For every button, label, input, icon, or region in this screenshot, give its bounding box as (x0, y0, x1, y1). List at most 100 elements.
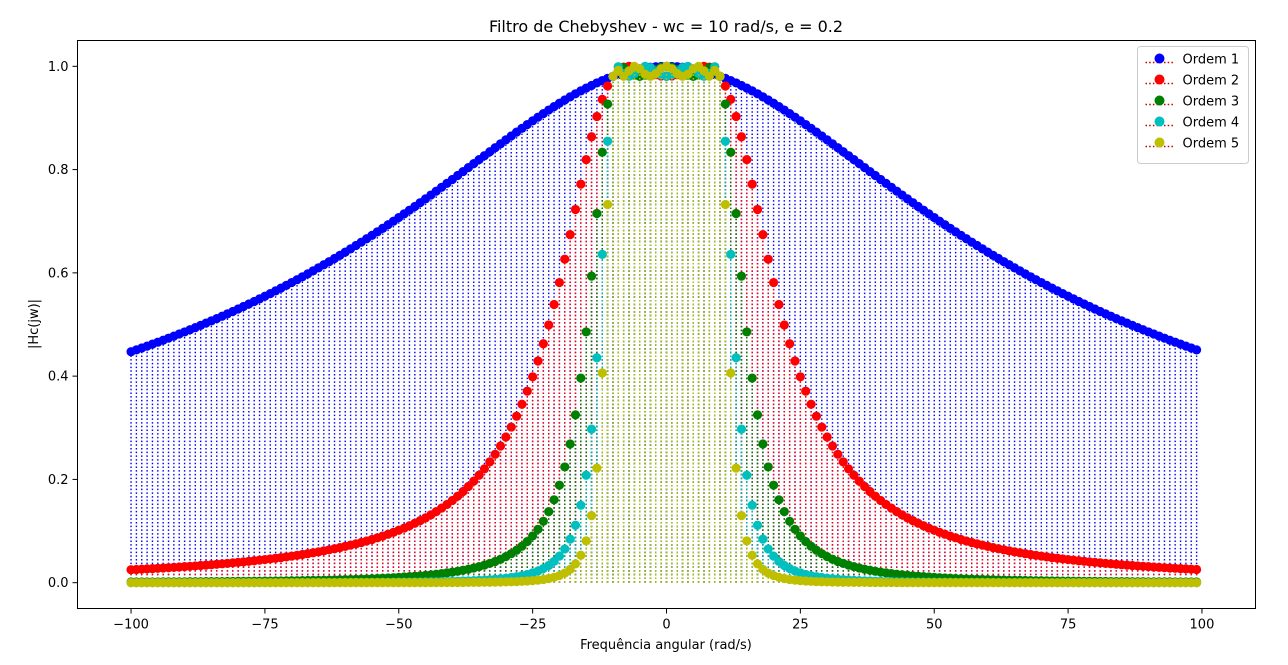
x-tick-label: −75 (251, 618, 278, 633)
data-point (469, 476, 479, 486)
data-point (822, 432, 832, 442)
data-point (528, 372, 538, 382)
data-point (1192, 345, 1202, 355)
data-point (763, 544, 773, 554)
legend-label: Ordem 5 (1183, 137, 1240, 152)
data-point (704, 71, 714, 81)
data-point (752, 520, 763, 530)
data-point (581, 155, 591, 165)
series-ordem-4 (126, 61, 1202, 588)
data-point (747, 179, 757, 189)
data-point (849, 470, 859, 480)
data-point (479, 464, 490, 474)
data-point (506, 422, 516, 432)
data-point (720, 81, 731, 91)
data-point (586, 424, 597, 434)
data-point (597, 147, 607, 157)
data-point (554, 277, 565, 288)
data-point (736, 132, 747, 142)
data-point (795, 372, 805, 382)
legend-label: Ordem 4 (1183, 116, 1240, 131)
legend-item: Ordem 5 (1145, 137, 1240, 152)
data-point (533, 524, 543, 534)
data-point (501, 432, 511, 442)
x-axis: −100 −75 −50 −25 0 25 50 75 100 (113, 608, 1214, 633)
data-point (603, 99, 613, 109)
data-point (779, 507, 789, 517)
data-point (758, 439, 768, 449)
data-point (774, 495, 784, 505)
legend-marker (1154, 74, 1165, 85)
x-tick-label: −100 (113, 618, 149, 633)
data-point (752, 204, 763, 215)
y-axis-title: |Hc(jw)| (27, 299, 42, 349)
data-point (570, 204, 581, 215)
chart-title: Filtro de Chebyshev - wc = 10 rad/s, e =… (489, 17, 843, 36)
data-point (731, 353, 741, 363)
data-point (613, 65, 623, 75)
data-point (790, 356, 800, 366)
data-point (597, 249, 607, 259)
legend-marker (1154, 95, 1165, 106)
series-ordem-2 (126, 61, 1202, 583)
data-point (528, 531, 538, 541)
data-point (785, 516, 795, 526)
data-point (592, 463, 602, 473)
data-point (806, 399, 816, 409)
legend-item: Ordem 3 (1145, 95, 1240, 110)
data-point (603, 81, 613, 91)
legend-item: Ordem 2 (1145, 74, 1239, 89)
legend: Ordem 1 Ordem 2 Ordem 3 Ordem 4 Ordem 5 (1137, 46, 1249, 164)
data-point (538, 516, 548, 526)
data-point (720, 136, 731, 146)
data-point (742, 327, 752, 337)
data-point (576, 373, 586, 383)
data-point (538, 339, 548, 349)
data-point (790, 524, 800, 534)
legend-label: Ordem 3 (1183, 95, 1240, 110)
data-point (731, 463, 741, 473)
data-point (843, 464, 854, 474)
data-point (817, 422, 827, 432)
data-point (581, 470, 591, 480)
data-point (720, 199, 731, 210)
data-point (592, 208, 602, 219)
data-point (603, 199, 613, 210)
data-point (603, 136, 613, 146)
x-axis-title: Frequência angular (rad/s) (580, 638, 752, 653)
data-point (715, 71, 725, 81)
data-point (608, 71, 618, 81)
data-point (726, 368, 736, 378)
x-tick-label: −25 (519, 618, 546, 633)
data-point (801, 386, 811, 396)
data-point (560, 462, 570, 472)
data-point (570, 559, 581, 569)
data-point (1192, 564, 1202, 575)
data-point (763, 254, 773, 264)
data-point (544, 320, 554, 330)
data-point (779, 320, 789, 330)
data-point (560, 544, 570, 554)
data-point (522, 386, 532, 396)
series-ordem-3 (126, 61, 1202, 587)
data-point (565, 230, 575, 240)
y-tick-label: 0.0 (48, 576, 69, 591)
data-point (827, 441, 838, 451)
data-point (485, 457, 495, 467)
data-point (549, 495, 559, 505)
data-point (565, 439, 575, 449)
data-point (1192, 578, 1202, 588)
data-point (833, 449, 843, 459)
data-point (742, 536, 752, 546)
x-tick-label: 75 (1060, 618, 1077, 633)
data-point (576, 500, 586, 510)
data-point (763, 462, 773, 472)
y-tick-label: 0.6 (48, 266, 69, 281)
data-point (544, 507, 554, 517)
data-point (570, 520, 581, 530)
data-point (736, 271, 747, 281)
data-point (592, 111, 602, 122)
data-point (586, 271, 597, 281)
data-point (742, 155, 752, 165)
